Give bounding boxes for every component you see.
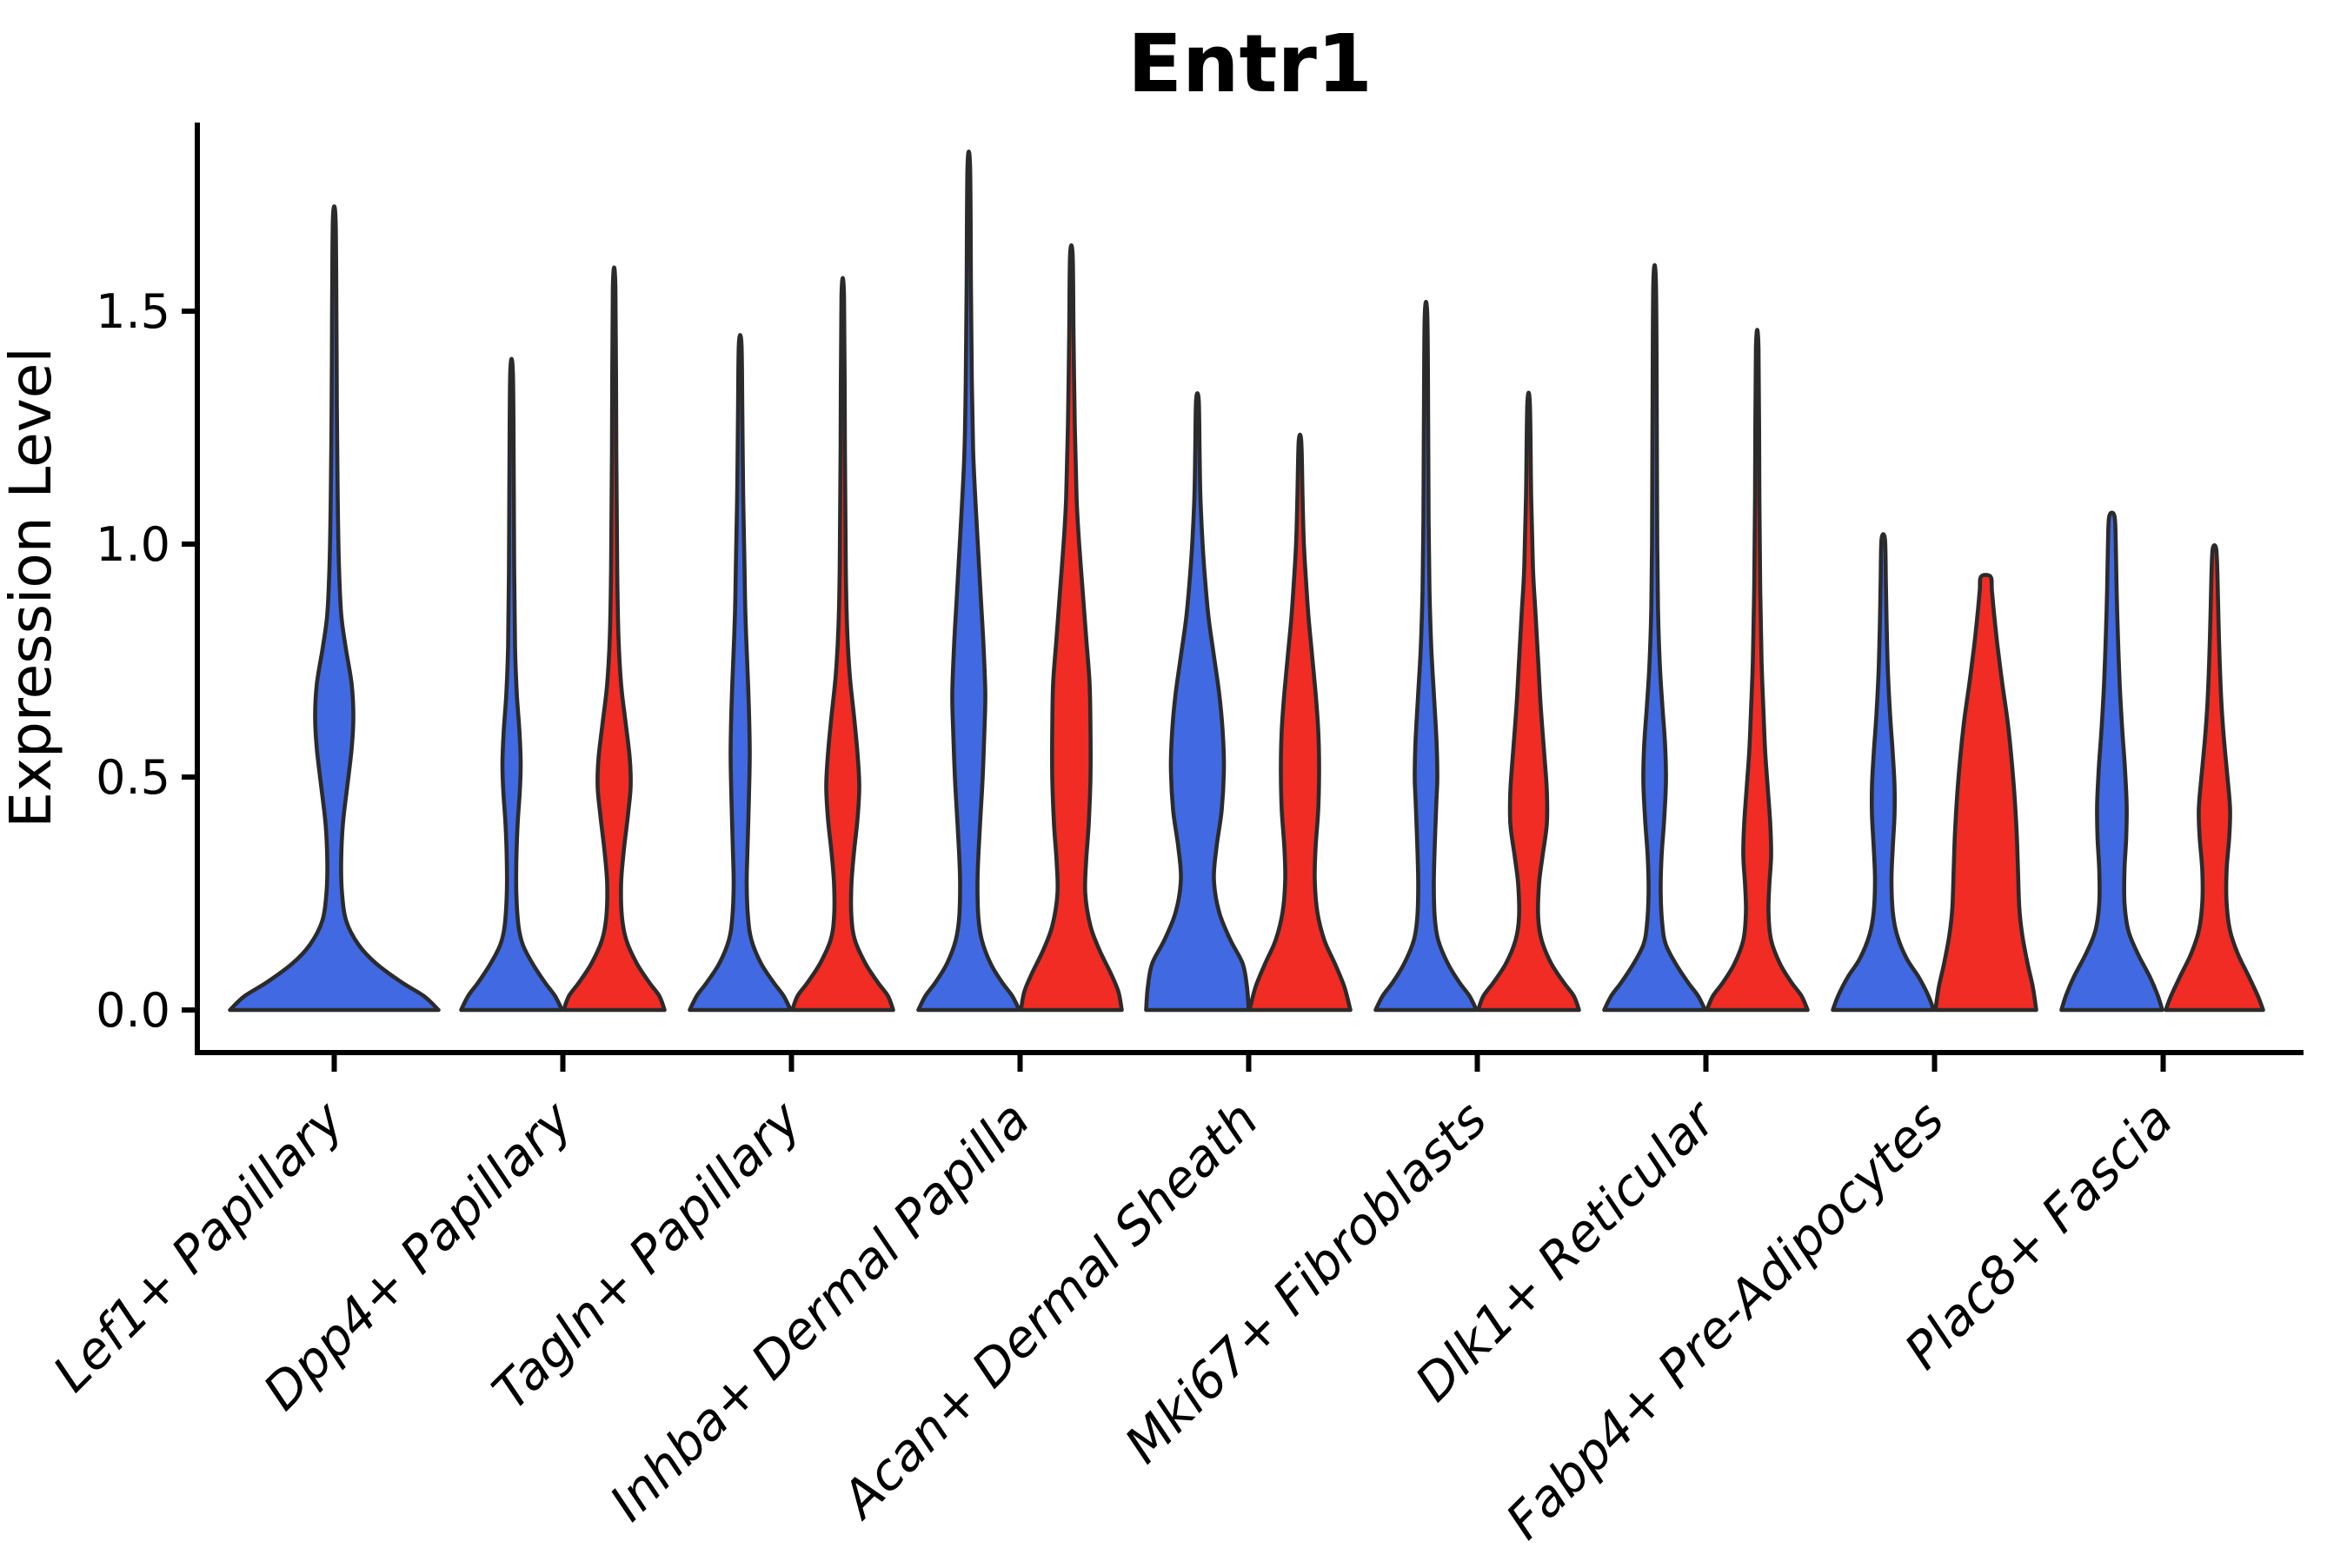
violin-dpp4-papillary-blue [459,356,564,1013]
violin-tagln-papillary-red [790,276,895,1013]
violin-fabp4-pre-adipocytes-blue [1831,532,1936,1013]
violin-plac8-fascia-blue [2059,510,2164,1013]
violin-mki67-fibroblasts-blue [1373,299,1479,1013]
violin-fabp4-pre-adipocytes-red [1933,573,2038,1013]
violin-inhba-dermal-papilla-red [1019,243,1124,1013]
violin-lef1-papillary-blue [228,204,441,1013]
y-axis-label: Expression Level [0,347,64,827]
violin-dlk1-reticular-red [1705,328,1810,1013]
y-tick-label: 0.5 [96,750,170,805]
violin-dpp4-papillary-red [562,265,667,1013]
y-tick-label: 1.5 [96,284,170,339]
violin-plac8-fascia-red [2164,543,2265,1013]
violins-layer [228,149,2265,1013]
x-tick-label-acan-dermal-sheath: Acan+ Dermal Sheath [828,1090,1270,1531]
chart-title: Entr1 [1127,17,1373,110]
violin-mki67-fibroblasts-red [1476,390,1581,1013]
y-tick-label: 0.0 [96,983,170,1038]
x-tick-label-inhba-dermal-papilla: Inhba+ Dermal Papilla [598,1090,1041,1532]
violin-dlk1-reticular-blue [1602,262,1707,1013]
x-tick-label-fabp4-pre-adipocytes: Fabp4+ Pre-Adipocytes [1494,1090,1955,1551]
violin-acan-dermal-sheath-blue [1144,391,1251,1013]
violin-inhba-dermal-papilla-blue [916,149,1021,1013]
violin-tagln-papillary-blue [688,333,793,1013]
y-tick-label: 1.0 [96,517,170,572]
violin-acan-dermal-sheath-red [1247,432,1353,1013]
